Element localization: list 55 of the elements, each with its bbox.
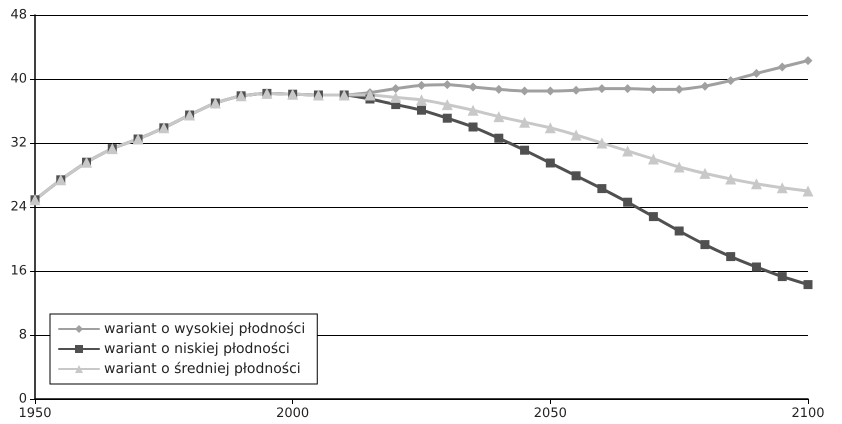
point [572,171,581,180]
y-tick-label: 40 [10,72,27,86]
point [493,111,504,122]
point [544,122,556,134]
point [674,226,684,236]
point [442,114,452,123]
point [752,68,761,78]
y-tick-label: 8 [18,328,27,342]
y-tick-label: 32 [10,136,27,150]
legend-label: wariant o wysokiej płodności [104,321,306,337]
point [725,174,736,184]
point [804,56,812,66]
point [417,80,426,90]
point [468,104,479,116]
y-tick-label: 24 [10,200,27,214]
point [699,168,710,179]
point [519,116,530,128]
x-tick-label: 2000 [276,406,310,421]
point [596,138,608,148]
point [700,240,710,250]
y-tick-label: 16 [10,264,27,278]
point [778,62,787,72]
point [390,92,402,103]
point [648,154,659,164]
point [648,212,658,222]
point [752,262,761,272]
point [416,94,427,106]
point [726,252,736,262]
x-tick-label: 1950 [18,406,52,421]
point [778,272,787,282]
point [442,99,453,110]
point [726,76,736,86]
point [674,162,685,172]
legend-label: wariant o niskiej płodności [104,341,290,357]
point [417,106,426,115]
x-tick-label: 2100 [791,406,825,421]
point [623,198,632,207]
point [546,158,555,168]
y-tick-label: 48 [10,8,27,22]
point [776,182,788,194]
y-tick-label: 0 [18,392,27,406]
point [570,130,582,140]
legend-label: wariant o średniej płodności [104,361,301,377]
point [364,90,376,100]
point [750,178,762,190]
point [520,146,530,155]
point [494,134,504,143]
point [468,122,478,132]
point [391,84,400,94]
point [622,146,634,156]
x-tick-label: 2050 [534,406,567,421]
point [597,184,606,194]
point [700,82,710,91]
point [802,186,814,196]
point [804,280,812,290]
